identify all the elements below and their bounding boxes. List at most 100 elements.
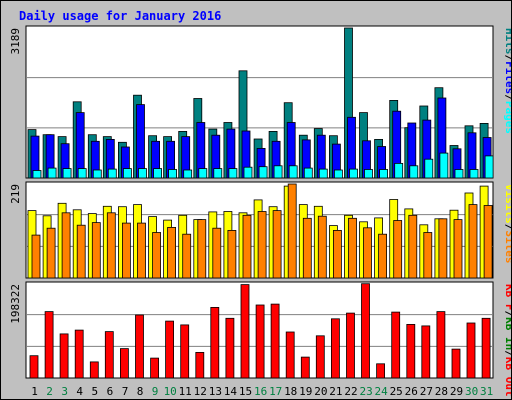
bar-pages <box>364 169 373 179</box>
bar-kb-f <box>210 306 220 379</box>
bar-pages <box>379 169 389 179</box>
x-tick-label: 16 <box>254 385 267 398</box>
bar-kb-f <box>481 317 491 379</box>
bar-pages <box>409 165 419 179</box>
bar-pages <box>47 167 57 179</box>
x-tick-label: 20 <box>314 385 327 398</box>
bar-kb-f <box>135 314 144 379</box>
bar-pages <box>183 169 193 179</box>
bar-sites <box>152 232 162 279</box>
x-tick-label: 27 <box>420 385 433 398</box>
bar-sites <box>91 222 101 279</box>
bar-pages <box>198 168 208 179</box>
x-tick-label: 2 <box>46 385 53 398</box>
x-tick-label: 31 <box>480 385 493 398</box>
legend-entry: KB F <box>503 284 511 311</box>
bar-sites <box>76 224 86 279</box>
bar-kb-f <box>59 333 69 379</box>
x-tick-label: 22 <box>344 385 357 398</box>
x-tick-label: 7 <box>122 385 129 398</box>
bar-pages <box>394 162 404 179</box>
legend-entry: Files <box>503 61 511 94</box>
bar-kb-f <box>74 329 84 379</box>
bar-sites <box>408 214 418 279</box>
bar-kb-f <box>361 283 370 379</box>
x-tick-label: 21 <box>329 385 342 398</box>
x-tick-label: 29 <box>450 385 463 398</box>
x-tick-label: 1 <box>31 385 38 398</box>
bar-pages <box>138 168 147 179</box>
bar-pages <box>213 168 223 179</box>
bar-pages <box>32 170 42 179</box>
bar-sites <box>46 227 56 279</box>
bar-sites <box>302 217 312 279</box>
bar-kb-f <box>421 325 431 379</box>
bar-kb-f <box>270 303 280 379</box>
legend-entry: Pages <box>503 101 511 134</box>
bar-pages <box>349 168 358 179</box>
legend-entry: / <box>503 94 511 101</box>
bar-kb-f <box>346 312 355 379</box>
x-tick-label: 23 <box>359 385 372 398</box>
bar-kb-f <box>150 357 160 379</box>
x-tick-label: 4 <box>76 385 83 398</box>
bar-pages <box>92 169 102 179</box>
bar-pages <box>424 158 434 179</box>
bar-sites <box>272 210 282 279</box>
bar-sites <box>317 215 327 279</box>
x-tick-label: 10 <box>164 385 177 398</box>
x-tick-label: 15 <box>239 385 252 398</box>
bar-sites <box>182 233 192 279</box>
bar-pages <box>333 169 343 179</box>
bar-sites <box>167 226 177 279</box>
legend-entry: / <box>503 55 511 62</box>
bar-kb-f <box>391 311 401 379</box>
bar-sites <box>197 219 207 279</box>
bar-sites <box>31 234 41 279</box>
bar-pages <box>318 168 328 179</box>
x-tick-label: 30 <box>465 385 478 398</box>
bar-pages <box>439 152 449 179</box>
bar-pages <box>243 166 253 179</box>
y-max-label: 3189 <box>9 28 22 55</box>
y-max-label: 219 <box>9 184 22 204</box>
x-tick-label: 24 <box>374 385 388 398</box>
bar-files <box>136 104 145 179</box>
bar-sites <box>106 212 116 279</box>
bar-kb-f <box>466 322 476 379</box>
bar-pages <box>303 167 313 179</box>
bar-kb-f <box>29 355 39 379</box>
bar-sites <box>287 183 297 279</box>
x-tick-label: 26 <box>405 385 418 398</box>
bar-kb-f <box>436 311 446 379</box>
legend-kbF-kbIn-kbOut: KB F/KB In/KB Out <box>503 284 511 397</box>
bar-sites <box>363 227 372 279</box>
bar-sites <box>348 217 357 279</box>
bar-pages <box>107 168 117 179</box>
bar-sites <box>61 212 71 279</box>
bar-pages <box>77 168 87 179</box>
x-tick-label: 11 <box>179 385 192 398</box>
x-tick-label: 19 <box>299 385 312 398</box>
x-tick-label: 14 <box>224 385 238 398</box>
x-tick-label: 12 <box>194 385 207 398</box>
bar-kb-f <box>300 356 310 379</box>
bar-files <box>75 112 85 179</box>
bar-pages <box>273 165 283 179</box>
bar-kb-f <box>376 363 386 379</box>
x-tick-label: 9 <box>152 385 159 398</box>
legend-entry: Hits <box>503 28 511 55</box>
y-max-label: 198322 <box>9 284 22 324</box>
bar-pages <box>469 169 479 179</box>
bar-kb-f <box>225 317 235 379</box>
bar-kb-f <box>315 335 325 379</box>
bar-sites <box>423 232 433 279</box>
x-tick-label: 28 <box>435 385 448 398</box>
bar-kb-f <box>180 324 190 379</box>
legend-entry: / <box>503 350 511 357</box>
bar-pages <box>62 168 72 179</box>
bar-kb-f <box>165 320 175 379</box>
legend-entry: KB Out <box>503 357 511 397</box>
